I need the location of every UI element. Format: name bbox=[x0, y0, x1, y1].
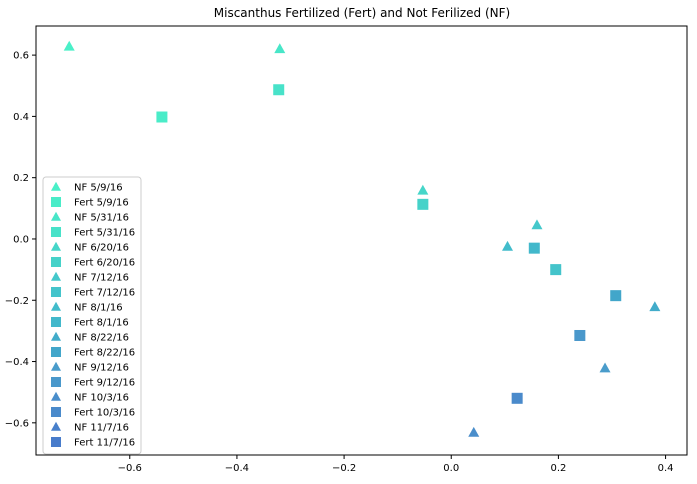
legend-label: NF 6/20/16 bbox=[74, 243, 129, 254]
data-point bbox=[610, 290, 622, 302]
legend-label: NF 7/12/16 bbox=[74, 273, 129, 284]
legend-label: Fert 9/12/16 bbox=[74, 378, 135, 389]
data-point bbox=[63, 40, 75, 51]
x-tick-label: −0.4 bbox=[225, 463, 249, 474]
x-tick-label: 0.2 bbox=[550, 463, 566, 474]
data-point bbox=[502, 240, 514, 251]
x-tick-label: 0.4 bbox=[658, 463, 674, 474]
legend-label: Fert 8/22/16 bbox=[74, 348, 135, 359]
legend-label: NF 10/3/16 bbox=[74, 393, 129, 404]
data-point bbox=[274, 43, 286, 54]
legend-marker bbox=[51, 181, 61, 191]
legend-marker bbox=[51, 211, 61, 221]
x-tick-label: −0.2 bbox=[332, 463, 356, 474]
x-tick-label: 0.0 bbox=[443, 463, 459, 474]
x-tick-label: −0.6 bbox=[118, 463, 142, 474]
legend-marker bbox=[51, 287, 61, 297]
legend-marker bbox=[51, 331, 61, 341]
data-point bbox=[531, 219, 543, 230]
legend-marker bbox=[51, 377, 61, 387]
y-tick-label: 0.4 bbox=[13, 112, 29, 123]
data-point bbox=[550, 264, 562, 276]
legend-label: NF 8/22/16 bbox=[74, 333, 129, 344]
data-point bbox=[468, 426, 480, 437]
legend-label: Fert 6/20/16 bbox=[74, 258, 135, 269]
legend-marker bbox=[51, 227, 61, 237]
legend-label: NF 11/7/16 bbox=[74, 423, 129, 434]
ticks-layer: −0.6 −0.4 −0.2 0.0 0.2 0.4 0.6 0.4 0.2 0.0 −0.2 −0.… bbox=[5, 51, 674, 474]
legend-marker bbox=[51, 257, 61, 267]
y-tick-label: −0.6 bbox=[5, 418, 29, 429]
y-tick-label: −0.4 bbox=[5, 357, 29, 368]
y-tick-label: 0.0 bbox=[13, 234, 29, 245]
data-point bbox=[574, 329, 586, 341]
legend-label: Fert 7/12/16 bbox=[74, 288, 135, 299]
legend-marker bbox=[51, 407, 61, 417]
legend-marker bbox=[51, 197, 61, 207]
legend-label: Fert 10/3/16 bbox=[74, 408, 135, 419]
legend-marker bbox=[51, 271, 61, 281]
data-point bbox=[417, 184, 429, 195]
data-point bbox=[599, 362, 611, 373]
legend-marker bbox=[51, 347, 61, 357]
chart-title: Miscanthus Fertilized (Fert) and Not Fer… bbox=[214, 6, 510, 20]
legend-marker bbox=[51, 391, 61, 401]
legend-label: NF 8/1/16 bbox=[74, 303, 123, 314]
legend-box bbox=[42, 176, 142, 455]
legend-marker bbox=[51, 361, 61, 371]
legend-label: Fert 5/31/16 bbox=[74, 228, 135, 239]
legend-marker bbox=[51, 437, 61, 447]
legend: NF 5/9/16 Fert 5/9/16 NF 5/31/16 Fert 5/31/… bbox=[42, 176, 142, 455]
y-tick-label: 0.6 bbox=[13, 51, 29, 62]
legend-marker bbox=[51, 421, 61, 431]
legend-label: NF 5/9/16 bbox=[74, 183, 123, 194]
legend-marker bbox=[51, 301, 61, 311]
data-point bbox=[511, 392, 523, 404]
data-point bbox=[156, 111, 168, 123]
points-layer bbox=[63, 40, 661, 437]
data-point bbox=[528, 242, 540, 254]
legend-label: Fert 11/7/16 bbox=[74, 438, 135, 449]
data-point bbox=[273, 84, 285, 96]
data-point bbox=[649, 301, 661, 312]
legend-label: Fert 5/9/16 bbox=[74, 198, 129, 209]
legend-marker bbox=[51, 241, 61, 251]
data-point bbox=[417, 198, 429, 210]
legend-label: Fert 8/1/16 bbox=[74, 318, 129, 329]
plot-frame bbox=[35, 25, 688, 456]
y-tick-label: −0.2 bbox=[5, 296, 29, 307]
y-tick-label: 0.2 bbox=[13, 173, 29, 184]
legend-label: NF 9/12/16 bbox=[74, 363, 129, 374]
legend-marker bbox=[51, 317, 61, 327]
legend-label: NF 5/31/16 bbox=[74, 213, 129, 224]
